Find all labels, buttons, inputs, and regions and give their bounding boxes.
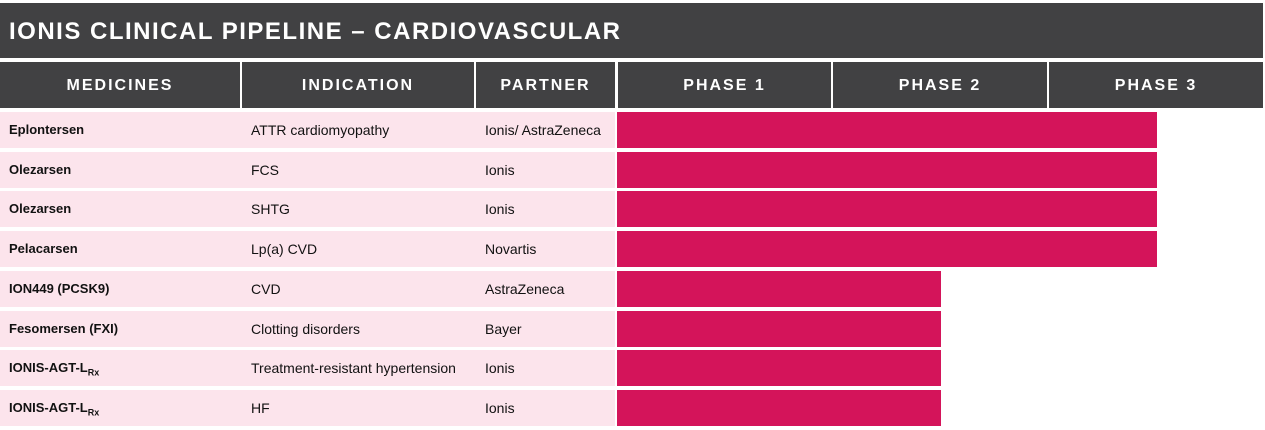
medicine-cell: Olezarsen: [0, 191, 242, 228]
phase-bar: [617, 389, 941, 426]
phase-bar: [617, 191, 1157, 228]
partner-cell: Novartis: [476, 231, 615, 268]
phase-bar: [617, 310, 941, 347]
medicine-subscript: Rx: [87, 407, 100, 418]
medicine-cell: Pelacarsen: [0, 231, 242, 268]
medicine-cell: IONIS-AGT-LRx: [0, 350, 242, 387]
medicine-cell: ION449 (PCSK9): [0, 270, 242, 307]
medicine-subscript: Rx: [87, 367, 100, 378]
indication-cell: Treatment-resistant hypertension: [242, 350, 476, 387]
partner-cell: Ionis: [476, 191, 615, 228]
indication-cell: ATTR cardiomyopathy: [242, 112, 476, 148]
column-header: PARTNER: [476, 62, 615, 108]
phase-bar: [617, 350, 941, 387]
column-header: MEDICINES: [0, 62, 240, 108]
column-header: PHASE 3: [1049, 62, 1263, 108]
medicine-cell: Eplontersen: [0, 112, 242, 148]
partner-cell: Ionis/ AstraZeneca: [476, 112, 615, 148]
partner-cell: AstraZeneca: [476, 270, 615, 307]
indication-cell: Clotting disorders: [242, 310, 476, 347]
phase-bar: [617, 151, 1157, 188]
column-header: PHASE 1: [618, 62, 831, 108]
column-header: INDICATION: [242, 62, 474, 108]
medicine-cell: IONIS-AGT-LRx: [0, 389, 242, 426]
medicine-cell: Olezarsen: [0, 151, 242, 188]
column-header: PHASE 2: [833, 62, 1047, 108]
phase-bar: [617, 231, 1157, 268]
medicine-cell: Fesomersen (FXI): [0, 310, 242, 347]
partner-cell: Ionis: [476, 151, 615, 188]
partner-cell: Ionis: [476, 389, 615, 426]
indication-cell: FCS: [242, 151, 476, 188]
phase-bar: [617, 270, 941, 307]
phase-bar: [617, 112, 1157, 148]
indication-cell: HF: [242, 389, 476, 426]
partner-cell: Ionis: [476, 350, 615, 387]
indication-cell: SHTG: [242, 191, 476, 228]
indication-cell: Lp(a) CVD: [242, 231, 476, 268]
partner-cell: Bayer: [476, 310, 615, 347]
title: IONIS CLINICAL PIPELINE – CARDIOVASCULAR: [0, 3, 1263, 58]
indication-cell: CVD: [242, 270, 476, 307]
